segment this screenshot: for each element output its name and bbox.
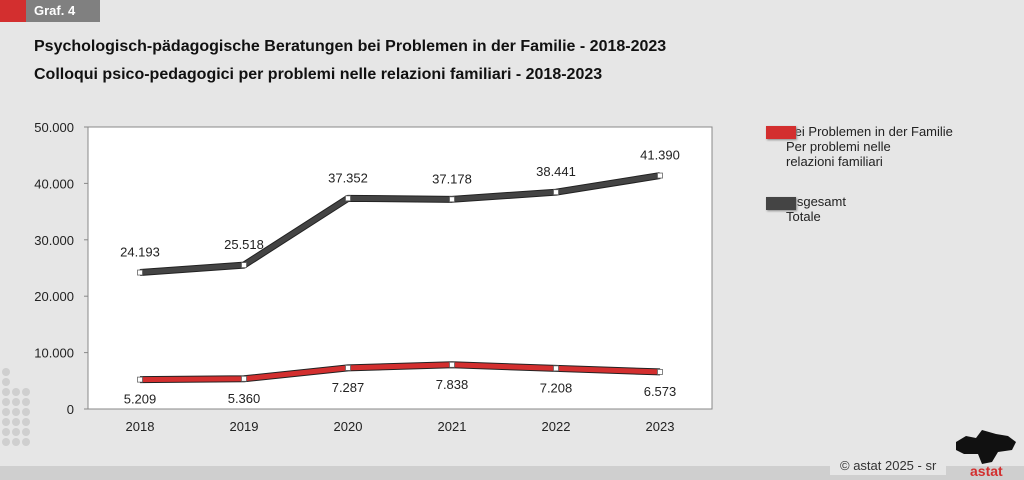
data-point <box>657 172 663 179</box>
legend-label: Totale <box>786 209 821 224</box>
decor-dot <box>2 378 10 386</box>
decor-dot <box>22 438 30 446</box>
data-label: 41.390 <box>640 148 680 163</box>
x-tick-label: 2022 <box>542 419 571 434</box>
data-label: 25.518 <box>224 237 264 252</box>
title-de: Psychologisch-pädagogische Beratungen be… <box>34 38 667 55</box>
copyright: © astat 2025 - sr <box>830 456 947 475</box>
y-tick-label: 30.000 <box>34 233 74 248</box>
data-point <box>553 189 559 196</box>
x-tick-label: 2021 <box>438 419 467 434</box>
title-it: Colloqui psico-pedagogici per problemi n… <box>34 66 603 83</box>
data-label: 38.441 <box>536 164 576 179</box>
legend-item-total: Insgesamt Totale <box>766 194 846 224</box>
data-point <box>449 361 455 368</box>
legend-swatch-dark <box>766 197 796 210</box>
decor-dot <box>2 428 10 436</box>
data-label: 37.352 <box>328 170 368 185</box>
y-tick-label: 50.000 <box>34 120 74 135</box>
y-tick-label: 10.000 <box>34 346 74 361</box>
x-tick-label: 2018 <box>126 419 155 434</box>
data-point <box>657 369 663 375</box>
data-point <box>553 365 559 372</box>
decor-dot <box>12 398 20 406</box>
legend-label: Insgesamt <box>786 194 846 209</box>
tag-accent <box>0 0 26 22</box>
decor-dot <box>22 428 30 436</box>
decor-dot <box>22 388 30 396</box>
decor-dot <box>22 418 30 426</box>
data-label: 5.360 <box>228 391 261 406</box>
data-label: 7.208 <box>540 380 573 395</box>
legend-label: Bei Problemen in der Familie <box>786 124 953 139</box>
y-tick-label: 20.000 <box>34 289 74 304</box>
data-point <box>137 269 143 276</box>
legend-label: relazioni familiari <box>786 154 883 169</box>
x-tick-label: 2019 <box>230 419 259 434</box>
decor-dot <box>2 418 10 426</box>
decor-dot <box>2 398 10 406</box>
footer-bar <box>0 466 1024 480</box>
data-label: 37.178 <box>432 171 472 186</box>
decor-dot <box>12 428 20 436</box>
data-label: 6.573 <box>644 384 677 399</box>
data-point <box>241 375 247 382</box>
figure-tag: Graf. 4 <box>26 0 100 22</box>
x-tick-label: 2023 <box>646 419 675 434</box>
data-label: 7.287 <box>332 380 365 395</box>
legend-swatch-red <box>766 126 796 139</box>
series-line <box>139 362 661 383</box>
data-label: 5.209 <box>124 392 157 407</box>
decor-dot <box>12 438 20 446</box>
astat-logo-text: astat <box>970 463 1003 479</box>
data-label: 7.838 <box>436 377 469 392</box>
decor-dot <box>12 388 20 396</box>
decor-dot <box>2 438 10 446</box>
data-point <box>345 365 351 371</box>
x-tick-label: 2020 <box>334 419 363 434</box>
decor-dot <box>22 398 30 406</box>
data-point <box>137 376 143 383</box>
decor-dot <box>22 408 30 416</box>
legend-label: Per problemi nelle <box>786 139 891 154</box>
series-line <box>139 173 661 276</box>
data-point <box>345 195 351 202</box>
decor-dot <box>12 418 20 426</box>
decor-dot <box>12 408 20 416</box>
data-point <box>449 196 455 203</box>
decor-dot <box>2 408 10 416</box>
y-tick-label: 40.000 <box>34 176 74 191</box>
data-label: 24.193 <box>120 245 160 260</box>
y-tick-label: 0 <box>67 402 74 417</box>
decor-dot <box>2 368 10 376</box>
astat-map-logo <box>956 430 1016 464</box>
data-point <box>241 262 247 268</box>
legend-item-family: Bei Problemen in der Familie Per problem… <box>766 124 953 169</box>
decor-dot <box>2 388 10 396</box>
